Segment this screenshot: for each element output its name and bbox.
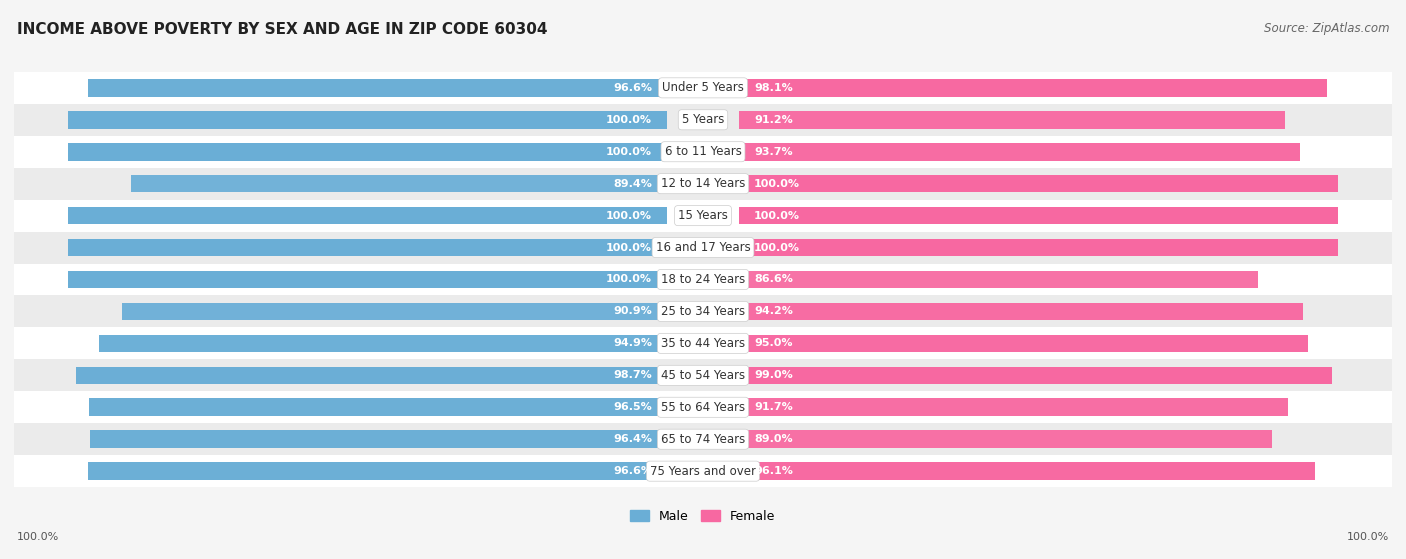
Bar: [740, 207, 1339, 224]
Text: 100.0%: 100.0%: [606, 146, 652, 157]
Text: 86.6%: 86.6%: [754, 274, 793, 285]
Bar: [76, 367, 666, 384]
Text: 18 to 24 Years: 18 to 24 Years: [661, 273, 745, 286]
Bar: [14, 200, 1392, 231]
Text: 91.2%: 91.2%: [754, 115, 793, 125]
Text: 5 Years: 5 Years: [682, 113, 724, 126]
Bar: [90, 430, 666, 448]
Bar: [14, 136, 1392, 168]
Bar: [14, 423, 1392, 455]
Bar: [14, 359, 1392, 391]
Bar: [740, 111, 1285, 129]
Text: 98.1%: 98.1%: [754, 83, 793, 93]
Bar: [67, 143, 666, 160]
Bar: [67, 207, 666, 224]
Bar: [14, 328, 1392, 359]
Bar: [740, 239, 1339, 257]
Bar: [740, 143, 1301, 160]
Text: 94.2%: 94.2%: [754, 306, 793, 316]
Bar: [740, 79, 1327, 97]
Text: INCOME ABOVE POVERTY BY SEX AND AGE IN ZIP CODE 60304: INCOME ABOVE POVERTY BY SEX AND AGE IN Z…: [17, 22, 547, 37]
Legend: Male, Female: Male, Female: [626, 505, 780, 528]
Text: 55 to 64 Years: 55 to 64 Years: [661, 401, 745, 414]
Text: 45 to 54 Years: 45 to 54 Years: [661, 369, 745, 382]
Text: 100.0%: 100.0%: [754, 243, 800, 253]
Bar: [14, 455, 1392, 487]
Text: 100.0%: 100.0%: [17, 532, 59, 542]
Text: 6 to 11 Years: 6 to 11 Years: [665, 145, 741, 158]
Bar: [740, 175, 1339, 192]
Text: 12 to 14 Years: 12 to 14 Years: [661, 177, 745, 190]
Bar: [98, 335, 666, 352]
Text: Under 5 Years: Under 5 Years: [662, 82, 744, 94]
Text: 75 Years and over: 75 Years and over: [650, 465, 756, 477]
Text: 35 to 44 Years: 35 to 44 Years: [661, 337, 745, 350]
Bar: [14, 104, 1392, 136]
Bar: [740, 302, 1303, 320]
Text: 98.7%: 98.7%: [613, 370, 652, 380]
Bar: [67, 111, 666, 129]
Bar: [740, 367, 1331, 384]
Text: 65 to 74 Years: 65 to 74 Years: [661, 433, 745, 446]
Text: 100.0%: 100.0%: [1347, 532, 1389, 542]
Text: 91.7%: 91.7%: [754, 402, 793, 413]
Text: 99.0%: 99.0%: [754, 370, 793, 380]
Bar: [14, 296, 1392, 328]
Text: 100.0%: 100.0%: [606, 243, 652, 253]
Text: 100.0%: 100.0%: [606, 115, 652, 125]
Text: 15 Years: 15 Years: [678, 209, 728, 222]
Text: 96.6%: 96.6%: [613, 83, 652, 93]
Text: 89.4%: 89.4%: [613, 179, 652, 189]
Bar: [89, 462, 666, 480]
Text: 100.0%: 100.0%: [754, 179, 800, 189]
Text: 96.5%: 96.5%: [613, 402, 652, 413]
Text: 96.4%: 96.4%: [613, 434, 652, 444]
Text: 94.9%: 94.9%: [613, 338, 652, 348]
Text: 100.0%: 100.0%: [754, 211, 800, 221]
Bar: [132, 175, 666, 192]
Bar: [740, 430, 1272, 448]
Bar: [14, 168, 1392, 200]
Bar: [67, 271, 666, 288]
Text: Source: ZipAtlas.com: Source: ZipAtlas.com: [1264, 22, 1389, 35]
Text: 100.0%: 100.0%: [606, 211, 652, 221]
Text: 96.1%: 96.1%: [754, 466, 793, 476]
Bar: [740, 271, 1258, 288]
Text: 89.0%: 89.0%: [754, 434, 793, 444]
Bar: [14, 72, 1392, 104]
Text: 25 to 34 Years: 25 to 34 Years: [661, 305, 745, 318]
Bar: [89, 79, 666, 97]
Text: 95.0%: 95.0%: [754, 338, 793, 348]
Bar: [14, 391, 1392, 423]
Bar: [740, 399, 1288, 416]
Text: 90.9%: 90.9%: [613, 306, 652, 316]
Text: 96.6%: 96.6%: [613, 466, 652, 476]
Bar: [740, 335, 1308, 352]
Bar: [67, 239, 666, 257]
Bar: [14, 263, 1392, 296]
Bar: [740, 462, 1315, 480]
Bar: [122, 302, 666, 320]
Bar: [89, 399, 666, 416]
Text: 100.0%: 100.0%: [606, 274, 652, 285]
Text: 93.7%: 93.7%: [754, 146, 793, 157]
Bar: [14, 231, 1392, 263]
Text: 16 and 17 Years: 16 and 17 Years: [655, 241, 751, 254]
